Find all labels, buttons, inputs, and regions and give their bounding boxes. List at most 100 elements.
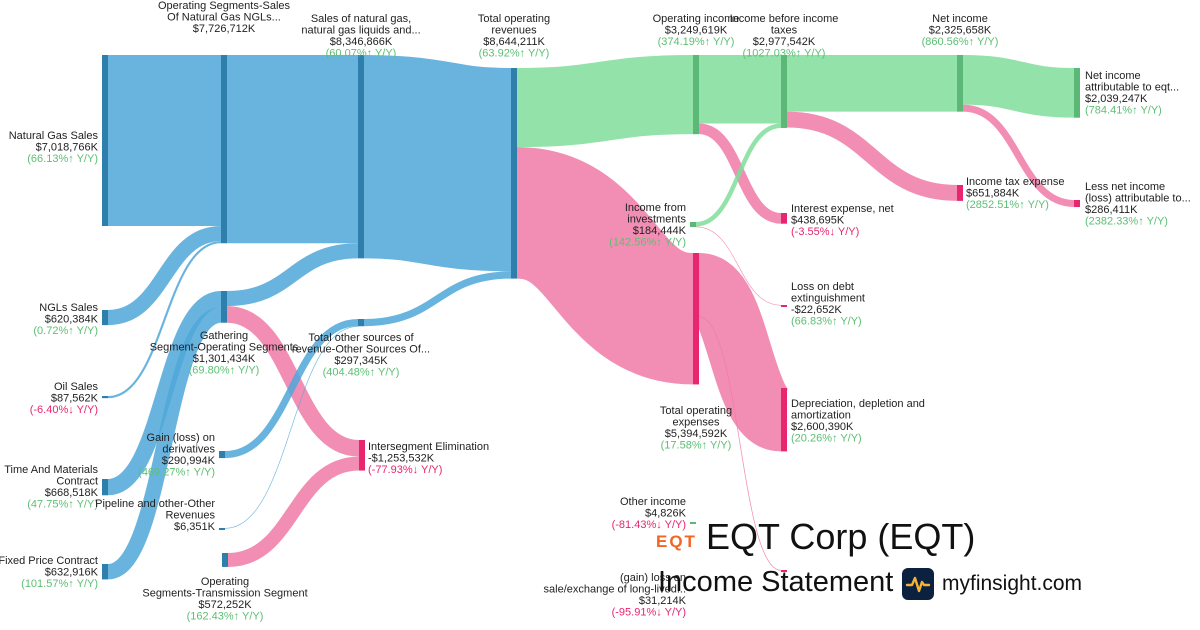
node-label-line: (2852.51%↑ Y/Y) xyxy=(966,199,1049,211)
node-bar-total_other_sources[interactable] xyxy=(358,319,364,327)
node-label-line: (101.57%↑ Y/Y) xyxy=(21,578,98,590)
node-label-line: (0.72%↑ Y/Y) xyxy=(33,325,98,337)
node-bar-oil_sales[interactable] xyxy=(102,396,108,399)
node-label-oil_sales: Oil Sales $87,562K (-6.40%↓ Y/Y) xyxy=(30,381,99,416)
node-bar-income_tax[interactable] xyxy=(957,185,963,201)
node-bar-fixed_price[interactable] xyxy=(102,564,108,580)
node-label-line: $297,345K xyxy=(334,355,388,367)
node-label-line: $3,249,619K xyxy=(665,25,728,37)
node-label-total_revenues: Total operating revenues $8,644,211K (63.92… xyxy=(478,13,550,60)
node-label-line: (47.75%↑ Y/Y) xyxy=(27,499,98,511)
node-bar-sales_ng_ngl[interactable] xyxy=(358,55,364,259)
node-label-line: (162.43%↑ Y/Y) xyxy=(187,611,264,623)
node-bar-pipeline_other[interactable] xyxy=(219,528,225,530)
node-bar-income_before_taxes[interactable] xyxy=(781,55,787,128)
node-label-line: (-3.55%↓ Y/Y) xyxy=(791,226,859,238)
node-label-line: Contract xyxy=(56,476,98,488)
node-label-gathering: Gathering Segment-Operating Segments $1,30… xyxy=(150,330,299,377)
node-label-line: Income before income xyxy=(730,13,839,25)
company-title: EQT Corp (EQT) xyxy=(706,516,976,557)
node-label-line: $290,994K xyxy=(162,455,216,467)
node-label-line: (1027.03%↑ Y/Y) xyxy=(743,48,826,60)
node-label-line: expenses xyxy=(672,417,720,429)
node-label-line: Operating xyxy=(201,576,249,588)
node-label-line: revenues xyxy=(491,25,537,37)
node-label-line: (860.56%↑ Y/Y) xyxy=(922,36,999,48)
node-label-line: sale/exchange of long-lived... xyxy=(544,584,686,596)
node-label-line: Net income xyxy=(1085,70,1141,82)
node-bar-natural_gas_sales[interactable] xyxy=(102,55,108,226)
node-label-line: attributable to eqt... xyxy=(1085,82,1179,94)
flow-link-fixed_price-to-gathering xyxy=(106,307,223,580)
node-label-line: (17.58%↑ Y/Y) xyxy=(661,440,732,452)
node-label-line: Depreciation, depletion and xyxy=(791,398,925,410)
node-label-line: $2,977,542K xyxy=(753,36,816,48)
node-label-op_segments_sales: Operating Segments-Sales Of Natural Gas N… xyxy=(158,0,291,35)
node-label-line: (69.80%↑ Y/Y) xyxy=(189,365,260,377)
node-bar-total_revenues[interactable] xyxy=(511,68,517,279)
node-label-net_income: Net income $2,325,658K (860.56%↑ Y/Y) xyxy=(922,13,999,48)
node-label-line: -$1,253,532K xyxy=(368,453,435,465)
flow-link-oil_sales-to-op_segments_sales xyxy=(107,241,222,399)
node-label-line: $286,411K xyxy=(1085,204,1138,216)
flow-link-ngls_sales-to-op_segments_sales xyxy=(107,225,222,326)
node-label-line: Segment-Operating Segments xyxy=(150,342,299,354)
node-label-line: Less net income xyxy=(1085,181,1165,193)
node-bar-net_income[interactable] xyxy=(957,55,963,112)
node-label-line: natural gas liquids and... xyxy=(301,25,420,37)
flow-link-total_revenues-to-total_op_expenses xyxy=(512,147,698,385)
node-label-line: investments xyxy=(627,214,686,226)
node-label-dda: Depreciation, depletion and amortization $… xyxy=(791,398,925,445)
node-label-transmission: Operating Segments-Transmission Segment $5… xyxy=(142,576,307,623)
node-bar-gathering[interactable] xyxy=(221,291,227,323)
statement-title: Income Statement xyxy=(658,566,894,598)
node-label-line: (20.26%↑ Y/Y) xyxy=(791,433,862,445)
node-label-line: (2382.33%↑ Y/Y) xyxy=(1085,216,1168,228)
node-label-line: Natural Gas Sales xyxy=(9,130,99,142)
node-bar-interest_expense[interactable] xyxy=(781,213,787,224)
myfinsight-logo-icon xyxy=(902,568,934,600)
node-label-line: (60.07%↑ Y/Y) xyxy=(326,48,397,60)
node-label-line: extinguishment xyxy=(791,293,865,305)
node-bar-income_investments[interactable] xyxy=(690,222,696,228)
node-label-line: $2,039,247K xyxy=(1085,93,1148,105)
node-bar-total_op_expenses[interactable] xyxy=(693,253,699,385)
node-bar-dda[interactable] xyxy=(781,388,787,452)
node-bar-ngls_sales[interactable] xyxy=(102,310,108,326)
node-bar-other_income[interactable] xyxy=(690,522,696,524)
node-bar-gain_sale[interactable] xyxy=(781,570,787,572)
node-bar-transmission[interactable] xyxy=(222,553,228,567)
node-label-line: amortization xyxy=(791,410,851,422)
node-label-line: $620,384K xyxy=(45,314,99,326)
node-label-interest_expense: Interest expense, net $438,695K (-3.55%↓ Y… xyxy=(791,203,894,238)
node-bar-op_segments_sales[interactable] xyxy=(221,55,227,244)
node-label-line: Sales of natural gas, xyxy=(311,13,411,25)
node-label-line: revenue-Other Sources Of... xyxy=(292,344,430,356)
node-bar-operating_income[interactable] xyxy=(693,55,699,135)
node-bar-loss_debt[interactable] xyxy=(781,305,787,307)
node-bar-net_income_eqt[interactable] xyxy=(1074,68,1080,118)
node-label-line: $31,214K xyxy=(639,595,687,607)
flow-link-time_materials-to-gathering xyxy=(106,291,223,496)
node-bar-gain_derivatives[interactable] xyxy=(219,451,225,459)
node-bar-less_nci[interactable] xyxy=(1074,200,1080,207)
node-label-line: (-81.43%↓ Y/Y) xyxy=(612,519,686,531)
node-label-line: (374.19%↑ Y/Y) xyxy=(658,36,735,48)
node-label-line: Total other sources of xyxy=(308,332,414,344)
node-bar-intersegment[interactable] xyxy=(359,440,365,471)
node-label-line: taxes xyxy=(771,25,798,37)
node-label-line: Total operating xyxy=(478,13,550,25)
node-label-natural_gas_sales: Natural Gas Sales $7,018,766K (66.13%↑ Y/Y… xyxy=(9,130,99,165)
flow-link-net_income-to-less_nci xyxy=(962,104,1075,207)
node-label-line: Fixed Price Contract xyxy=(0,555,98,567)
node-label-line: (63.92%↑ Y/Y) xyxy=(479,48,550,60)
node-label-income_tax: Income tax expense $651,884K (2852.51%↑ Y/… xyxy=(966,176,1064,211)
node-label-line: $4,826K xyxy=(645,508,687,520)
node-label-line: Net income xyxy=(932,13,988,25)
node-label-line: -$22,652K xyxy=(791,304,842,316)
node-label-line: (loss) attributable to... xyxy=(1085,193,1191,205)
node-bar-time_materials[interactable] xyxy=(102,479,108,496)
branding-block: EQT EQT Corp (EQT) Income Statement myfi… xyxy=(652,512,1192,622)
node-label-line: Loss on debt xyxy=(791,281,854,293)
node-label-line: Gain (loss) on xyxy=(147,432,215,444)
